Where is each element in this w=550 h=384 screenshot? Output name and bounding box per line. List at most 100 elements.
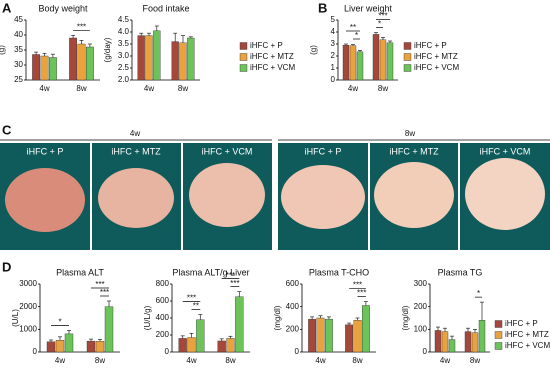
y-tick-label: 3.5 <box>118 39 130 48</box>
bar <box>86 340 96 353</box>
y-tick-label: 400 <box>156 313 170 322</box>
y-tick-label: 40 <box>14 30 23 39</box>
y-axis-label: (g) <box>0 45 6 55</box>
photo-label: iHFC + MTZ <box>389 146 439 156</box>
photo-label: iHFC + P <box>305 146 342 156</box>
bar <box>85 46 94 81</box>
liver <box>465 158 545 230</box>
panel-label: A <box>2 0 12 15</box>
y-tick-label: 2.5 <box>118 63 130 72</box>
y-tick-label: 25 <box>14 75 23 84</box>
bar <box>478 320 486 353</box>
bar <box>316 317 325 353</box>
y-tick-label: 1000 <box>19 324 37 333</box>
liver <box>281 165 365 229</box>
significance-label: *** <box>77 22 86 31</box>
bar <box>179 42 187 81</box>
legend-label: iHFC + VCM <box>250 63 295 72</box>
bar <box>104 306 114 353</box>
legend-swatch <box>403 64 412 72</box>
legend-swatch <box>403 53 412 61</box>
bar <box>353 320 362 353</box>
photo-label: iHFC + MTZ <box>111 146 161 156</box>
y-tick-label: 45 <box>14 15 23 24</box>
bar <box>187 337 196 353</box>
chart-title: Plasma TG <box>438 267 483 277</box>
significance-label: *** <box>230 279 239 288</box>
significance-label: * <box>477 289 480 298</box>
bar <box>137 35 145 81</box>
bar <box>342 45 350 81</box>
bar <box>145 35 153 81</box>
y-axis-label: (U/L/g) <box>143 305 152 330</box>
liver <box>374 162 454 228</box>
x-tick-label: 8w <box>95 356 105 365</box>
bar <box>40 55 49 81</box>
legend-swatch <box>403 42 412 50</box>
y-tick-label: 3 <box>331 39 336 48</box>
y-tick-label: 0 <box>423 347 428 356</box>
y-tick-label: 600 <box>286 279 300 288</box>
y-tick-label: 2000 <box>19 302 37 311</box>
significance-label: *** <box>353 281 362 290</box>
x-tick-label: 4w <box>39 84 49 93</box>
bar <box>187 37 195 81</box>
panel-label: D <box>2 259 11 274</box>
y-tick-label: 4 <box>331 27 336 36</box>
y-tick-label: 0 <box>33 347 38 356</box>
x-tick-label: 4w <box>186 356 196 365</box>
y-tick-label: 0 <box>165 347 170 356</box>
x-tick-label: 4w <box>440 356 450 365</box>
y-tick-label: 4.0 <box>118 27 130 36</box>
bar <box>55 340 65 353</box>
legend-label: iHFC + MTZ <box>250 52 294 61</box>
y-tick-label: 2 <box>331 51 336 60</box>
chart-title: Liver weight <box>344 3 393 13</box>
x-tick-label: 4w <box>348 84 358 93</box>
bar <box>171 41 179 81</box>
bar <box>441 331 449 353</box>
bar <box>64 333 74 353</box>
bar <box>386 42 394 81</box>
y-axis-label: (g/day) <box>103 37 112 62</box>
legend-label: iHFC + VCM <box>505 341 550 350</box>
bar <box>217 340 226 353</box>
bar <box>448 339 456 353</box>
bar <box>379 39 387 81</box>
bar <box>349 45 357 81</box>
y-axis-label: (mg/dl) <box>273 305 282 330</box>
significance-label: *** <box>378 12 387 21</box>
x-tick-label: 8w <box>470 356 480 365</box>
significance-label: * <box>378 20 381 29</box>
y-tick-label: 600 <box>156 296 170 305</box>
significance-label: *** <box>226 271 235 280</box>
bar <box>235 296 244 353</box>
legend-label: iHFC + VCM <box>414 63 459 72</box>
y-tick-label: 0 <box>295 347 300 356</box>
significance-label: ** <box>350 23 356 32</box>
significance-label: ** <box>193 302 199 311</box>
legend-swatch <box>494 320 503 328</box>
bar <box>356 51 364 81</box>
y-tick-label: 100 <box>414 324 428 333</box>
bar <box>46 341 56 353</box>
panel-label: C <box>2 122 12 137</box>
bar <box>372 34 380 81</box>
bar <box>32 54 41 81</box>
bar <box>434 330 442 353</box>
y-tick-label: 4.5 <box>118 15 130 24</box>
liver <box>98 168 174 228</box>
bar <box>471 332 479 353</box>
y-tick-label: 800 <box>156 279 170 288</box>
bar <box>464 331 472 353</box>
bar <box>153 30 161 81</box>
significance-label: *** <box>357 289 366 298</box>
legend-label: iHFC + P <box>250 41 283 50</box>
bar <box>196 319 205 353</box>
x-tick-label: 8w <box>378 84 388 93</box>
bar <box>49 57 57 81</box>
significance-label: *** <box>95 280 104 289</box>
bar <box>226 338 235 353</box>
y-tick-label: 200 <box>286 324 300 333</box>
